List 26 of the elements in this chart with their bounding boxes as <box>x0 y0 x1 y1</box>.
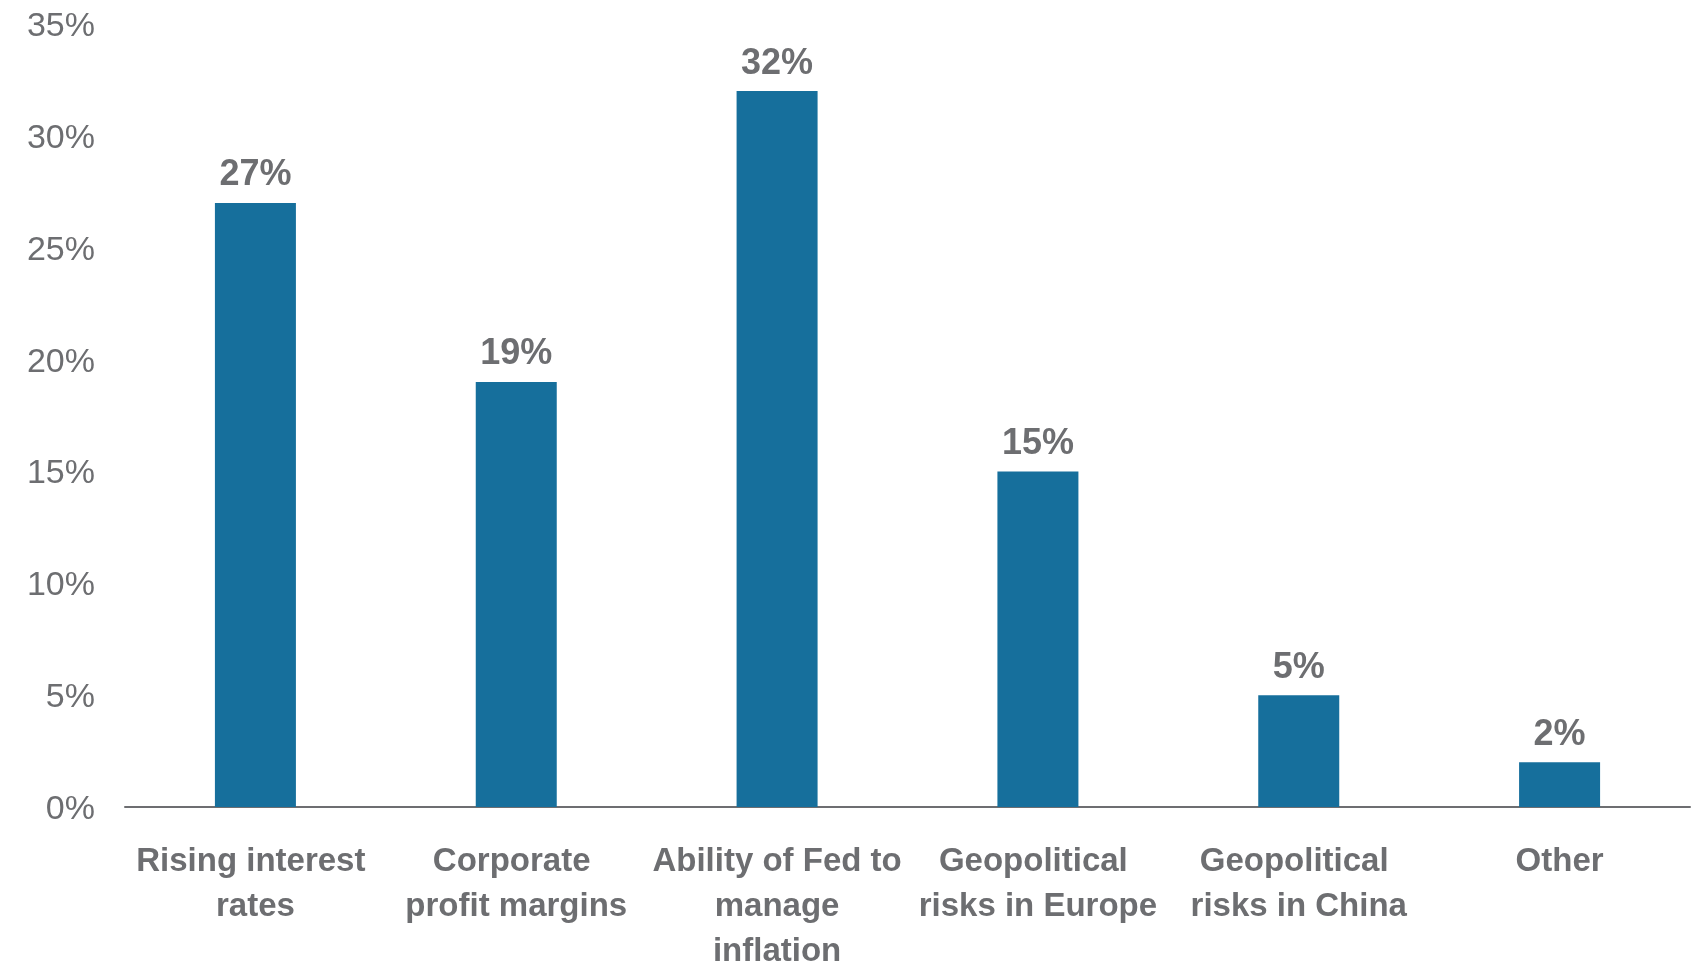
x-tick-label: Other <box>1515 841 1604 878</box>
x-tick-label: Geopolitical risks in China <box>1190 841 1408 923</box>
data-label: 19% <box>480 331 553 373</box>
data-label: 5% <box>1272 644 1325 686</box>
y-tick-label: 0% <box>45 788 95 826</box>
bar <box>736 91 818 807</box>
y-tick-label: 10% <box>26 564 95 603</box>
bar <box>1519 762 1601 807</box>
y-tick-label: 30% <box>26 116 95 155</box>
data-label: 15% <box>1001 420 1074 462</box>
y-tick-label: 15% <box>26 452 95 491</box>
bar <box>214 202 296 807</box>
y-tick-label: 20% <box>26 340 95 379</box>
data-label: 32% <box>741 40 814 82</box>
data-label: 2% <box>1533 711 1586 753</box>
x-tick-label: Rising interest rates <box>136 841 375 923</box>
x-tick-label: Ability of Fed to manage inflation <box>652 841 902 968</box>
y-tick-label: 5% <box>45 676 95 715</box>
x-tick-label: Geopolitical risks in Europe <box>918 841 1158 923</box>
data-label: 27% <box>219 152 292 194</box>
x-tick-label: Corporate profit margins <box>405 841 628 923</box>
y-tick-label: 35% <box>26 5 95 43</box>
bar <box>1258 695 1340 807</box>
bar <box>475 381 557 807</box>
bar <box>997 471 1079 807</box>
y-tick-label: 25% <box>26 228 95 267</box>
